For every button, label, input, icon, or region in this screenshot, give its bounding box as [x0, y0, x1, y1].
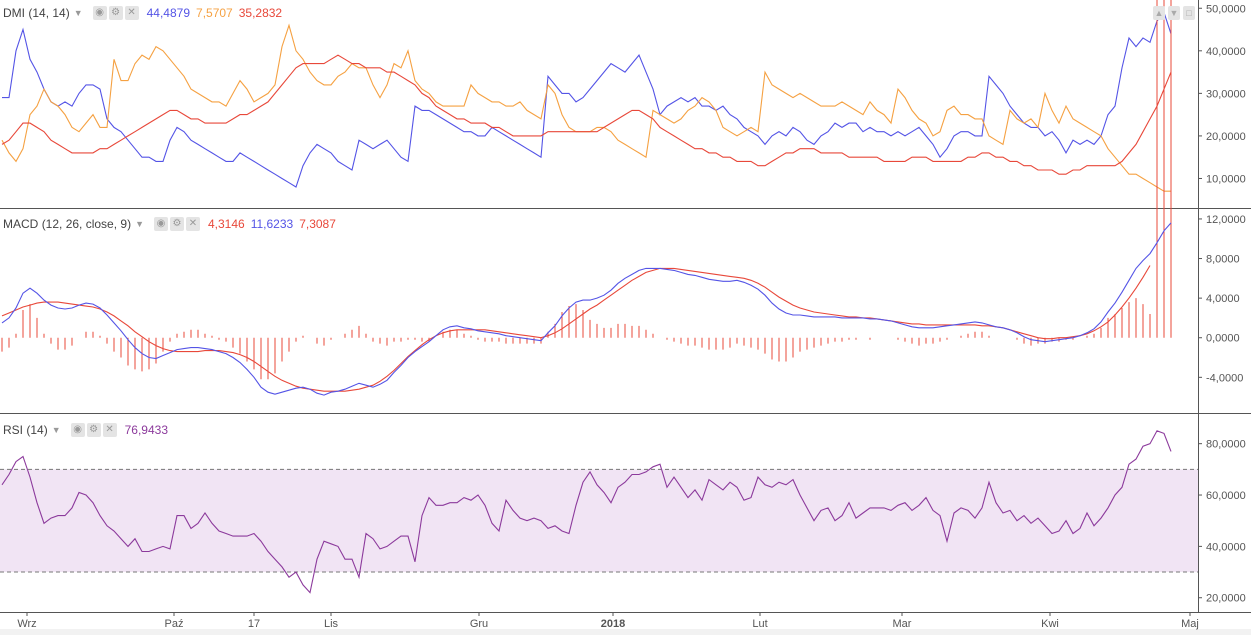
gear-icon[interactable]: ⚙ — [108, 6, 123, 20]
macd-signal-value: 7,3087 — [299, 217, 336, 231]
y-tick-label: 40,0000 — [1206, 541, 1246, 553]
rsi-line — [1, 430, 1172, 594]
x-tick-label: Wrz — [17, 618, 36, 630]
adx-line — [1, 54, 1172, 175]
close-icon[interactable]: ✕ — [102, 423, 117, 437]
dmi-minus-value: 7,5707 — [196, 6, 233, 20]
move-up-icon[interactable]: ▲ — [1153, 6, 1165, 20]
y-tick-label: 60,0000 — [1206, 490, 1246, 502]
rsi-band-fill — [0, 469, 1198, 573]
gear-icon[interactable]: ⚙ — [86, 423, 101, 437]
x-tick-label: 2018 — [601, 618, 625, 630]
dmi-minus-line — [1, 23, 1171, 192]
x-tick-label: Maj — [1181, 618, 1199, 630]
price-axis-background — [1198, 0, 1251, 635]
y-tick-label: 40,0000 — [1206, 46, 1246, 58]
y-tick-label: 0,0000 — [1206, 333, 1240, 345]
y-tick-label: 4,0000 — [1206, 293, 1240, 305]
y-tick-label: 20,0000 — [1206, 593, 1246, 605]
x-tick-label: Kwi — [1041, 618, 1059, 630]
x-tick-label: Mar — [893, 618, 912, 630]
macd-legend: MACD (12, 26, close, 9) ▼ ◉ ⚙ ✕ 4,3146 1… — [3, 215, 336, 233]
adx-value: 35,2832 — [238, 6, 283, 20]
rsi-legend: RSI (14) ▼ ◉ ⚙ ✕ 76,9433 — [3, 421, 168, 439]
dmi-plus-value: 44,4879 — [146, 6, 191, 20]
y-tick-label: 12,0000 — [1206, 214, 1246, 226]
pane-controls: ▲ ▼ □ — [1150, 6, 1195, 20]
macd-value: 11,6233 — [250, 217, 294, 231]
close-icon[interactable]: ✕ — [186, 217, 200, 231]
x-tick-label: Gru — [470, 618, 488, 630]
x-tick-label: Lis — [324, 618, 339, 630]
macd-histogram-value: 4,3146 — [208, 217, 245, 231]
rsi-menu-caret-icon[interactable]: ▼ — [51, 425, 61, 435]
y-tick-label: 80,0000 — [1206, 439, 1246, 451]
y-tick-label: -4,0000 — [1206, 372, 1243, 384]
macd-line — [1, 222, 1172, 396]
y-tick-label: 50,0000 — [1206, 3, 1246, 15]
eye-icon[interactable]: ◉ — [70, 423, 85, 437]
macd-menu-caret-icon[interactable]: ▼ — [135, 219, 144, 229]
close-icon[interactable]: ✕ — [124, 6, 139, 20]
horizontal-scrollbar — [0, 629, 1251, 635]
rsi-value: 76,9433 — [124, 423, 169, 437]
x-tick-label: Lut — [752, 618, 767, 630]
dmi-title: DMI (14, 14) — [3, 6, 70, 20]
move-down-icon[interactable]: ▼ — [1168, 6, 1180, 20]
eye-icon[interactable]: ◉ — [154, 217, 168, 231]
eye-icon[interactable]: ◉ — [92, 6, 107, 20]
maximize-icon[interactable]: □ — [1183, 6, 1195, 20]
y-tick-label: 20,0000 — [1206, 131, 1246, 143]
y-tick-label: 10,0000 — [1206, 173, 1246, 185]
dmi-legend: DMI (14, 14) ▼ ◉ ⚙ ✕ 44,4879 7,5707 35,2… — [3, 4, 282, 22]
dmi-plus-line — [2, 11, 1172, 188]
y-tick-label: 8,0000 — [1206, 254, 1240, 266]
y-tick-label: 30,0000 — [1206, 88, 1246, 100]
dmi-menu-caret-icon[interactable]: ▼ — [73, 8, 83, 18]
rsi-title: RSI (14) — [3, 423, 48, 437]
gear-icon[interactable]: ⚙ — [170, 217, 184, 231]
x-tick-label: Paź — [165, 618, 184, 630]
macd-title: MACD (12, 26, close, 9) — [3, 217, 132, 231]
x-tick-label: 17 — [248, 618, 260, 630]
macd-signal-line — [1, 265, 1151, 392]
